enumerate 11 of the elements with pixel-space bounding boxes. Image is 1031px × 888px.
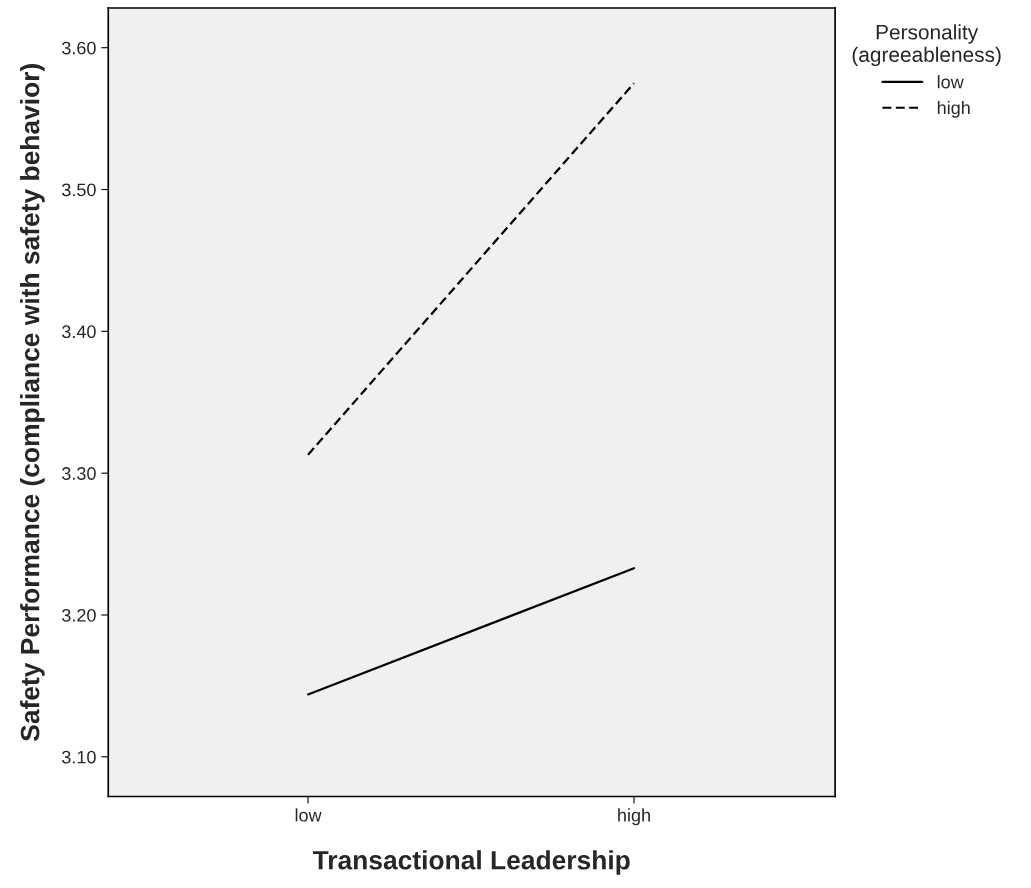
y-tick-label: 3.10 — [62, 750, 96, 764]
legend-label: high — [937, 100, 970, 118]
y-tick-label: 3.20 — [62, 608, 96, 622]
legend-title: Personality (agreeableness) — [852, 24, 1001, 67]
x-axis-title: Transactional Leadership — [312, 850, 630, 875]
y-tick-label: 3.30 — [62, 467, 96, 480]
legend-label: low — [937, 75, 964, 89]
y-tick-label: 3.50 — [62, 183, 96, 197]
y-axis-title: Safety Performance (compliance with safety behavior) — [20, 64, 45, 741]
y-tick-label: 3.40 — [62, 325, 96, 339]
y-tick-label: 3.60 — [62, 41, 96, 55]
